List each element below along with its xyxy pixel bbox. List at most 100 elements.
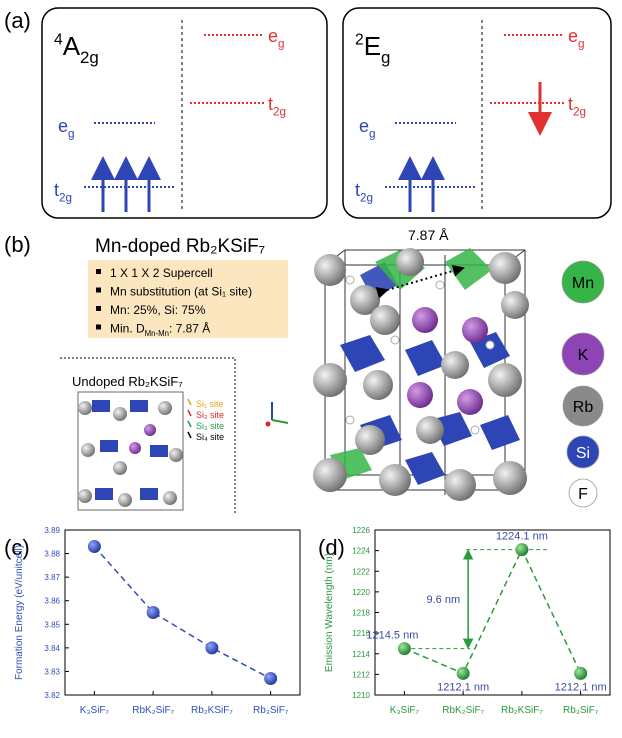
level-label-sub: g [68, 127, 75, 140]
level-label: eg [359, 116, 376, 140]
y-tick-label: 3.84 [44, 644, 60, 653]
atom-legend-label: Mn [572, 275, 594, 292]
site-label: Si₂ site [196, 410, 224, 420]
data-label: 1212.1 nm [555, 681, 607, 693]
level-label: t2g [268, 94, 286, 118]
undoped-title: Undoped Rb₂KSiF₇ [72, 374, 183, 389]
level-label: eg [58, 116, 75, 140]
detail-text: Mn substitution (at Si₁ site) [110, 285, 252, 299]
series-line [94, 547, 270, 679]
axes-triad [266, 402, 289, 427]
detail-text-tail: : 7.87 Å [169, 321, 210, 336]
detail-text-sub: Mn-Mn [145, 329, 169, 338]
y-tick-label: 1214 [352, 650, 370, 659]
structure-title: Mn-doped Rb₂KSiF₇ [95, 236, 265, 257]
panel-label: (a) [4, 8, 31, 33]
distance-label: 7.87 Å [408, 227, 449, 243]
x-tick-label: Rb₃SiF₇ [563, 705, 599, 716]
y-axis-label: Formation Energy (eV/unitcell) [14, 545, 25, 680]
bullet [96, 306, 101, 311]
site-arrow [188, 399, 191, 405]
y-tick-label: 3.87 [44, 573, 60, 582]
data-point [398, 642, 411, 655]
data-point [147, 606, 160, 619]
level-label-sub: g [369, 127, 376, 140]
detail-text-main: Mn substitution (at Si₁ site) [110, 285, 252, 299]
y-tick-label: 1212 [352, 670, 370, 679]
detail-text: 1 X 1 X 2 Supercell [110, 266, 213, 280]
level-label-sub: 2g [360, 191, 373, 204]
y-tick-label: 3.89 [44, 526, 60, 535]
y-tick-label: 1226 [352, 526, 370, 535]
series-line [404, 550, 580, 674]
y-axis-label: Emission Wavelength (nm) [324, 553, 335, 672]
level-label-sub: g [278, 37, 285, 50]
y-tick-label: 1222 [352, 567, 370, 576]
level-label-main: e [58, 116, 68, 136]
x-tick-label: RbK₂SiF₇ [132, 705, 174, 716]
undoped-structure [78, 392, 183, 510]
level-label: eg [568, 26, 585, 50]
x-tick-label: K₃SiF₇ [80, 705, 110, 716]
bullet [96, 288, 101, 293]
annotation-text: 9.6 nm [426, 594, 460, 606]
y-tick-label: 3.83 [44, 667, 60, 676]
level-label-main: e [568, 26, 578, 46]
data-label: 1214.5 nm [366, 630, 418, 642]
y-tick-label: 1220 [352, 588, 370, 597]
site-label: Si₃ site [196, 421, 224, 431]
data-point [574, 667, 587, 680]
state-label-sub: g [381, 48, 390, 67]
x-tick-label: K₃SiF₇ [390, 705, 420, 716]
detail-text-main: Min. D [110, 322, 145, 336]
atom-legend-label: Rb [573, 399, 594, 416]
y-tick-label: 3.86 [44, 597, 60, 606]
page: { "panel_labels": ["(a)", "(b)", "(c)", … [0, 0, 622, 738]
data-point [205, 641, 218, 654]
x-tick-label: Rb₂KSiF₇ [501, 705, 543, 716]
level-label: t2g [355, 180, 373, 204]
site-arrow [188, 410, 191, 416]
atom-legend-label: F [578, 486, 588, 503]
state-label-main: A [63, 31, 81, 61]
detail-text: Mn: 25%, Si: 75% [110, 303, 206, 317]
bullet [96, 269, 101, 274]
data-point [515, 543, 528, 556]
state-label-main: E [364, 31, 381, 61]
detail-text-main: Mn: 25%, Si: 75% [110, 303, 206, 317]
doped-structure [313, 248, 529, 501]
level-label: t2g [54, 180, 72, 204]
level-label-main: e [268, 26, 278, 46]
level-label: eg [268, 26, 285, 50]
site-label: Si₁ site [196, 399, 224, 409]
level-label-main: e [359, 116, 369, 136]
level-label-sub: g [578, 37, 585, 50]
x-tick-label: Rb₂KSiF₇ [191, 705, 233, 716]
state-label: 2Eg [355, 31, 390, 67]
state-label-sup: 4 [54, 32, 63, 49]
data-label: 1224.1 nm [496, 531, 548, 543]
y-tick-label: 1210 [352, 691, 370, 700]
level-label-sub: 2g [273, 105, 286, 118]
site-arrow [188, 421, 191, 427]
state-label: 4A2g [54, 31, 99, 67]
data-point [457, 667, 470, 680]
state-label-sup: 2 [355, 32, 364, 49]
y-tick-label: 1218 [352, 609, 370, 618]
figure: (a)(b)(c)(d)4A2gegt2gegt2g2Egegt2gegt2gM… [0, 0, 622, 738]
atom-legend-label: K [578, 347, 589, 364]
y-tick-label: 1224 [352, 547, 370, 556]
site-label: Si₄ site [196, 432, 224, 442]
detail-text-main: 1 X 1 X 2 Supercell [110, 266, 213, 280]
level-label: t2g [568, 94, 586, 118]
site-arrow [188, 432, 191, 438]
y-tick-label: 3.85 [44, 620, 60, 629]
atom-legend-label: Si [576, 445, 590, 462]
data-point [264, 672, 277, 685]
y-tick-label: 3.88 [44, 550, 60, 559]
plot-frame [65, 530, 300, 695]
y-tick-label: 3.82 [44, 691, 60, 700]
state-label-sub: 2g [80, 48, 99, 67]
data-point [88, 540, 101, 553]
panel-label: (b) [4, 232, 31, 257]
